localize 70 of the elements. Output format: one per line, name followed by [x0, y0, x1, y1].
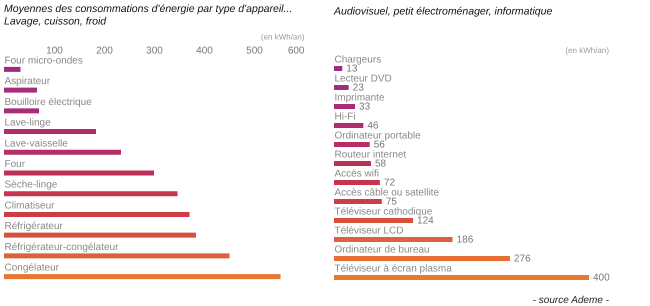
y-tick-label: Imprimante [334, 92, 385, 104]
y-tick-label: Chargeurs [334, 54, 382, 66]
y-tick-label: Téléviseur cathodique [334, 206, 433, 218]
y-tick-label: Réfrigérateur [4, 221, 64, 232]
bar [334, 161, 371, 166]
x-tick-label: 300 [146, 46, 164, 56]
y-tick-label: Routeur internet [334, 150, 406, 160]
chart-subtitle: Lavage, cuisson, froid [4, 16, 108, 28]
x-tick-label: 200 [96, 46, 114, 56]
y-tick-label: Accès câble ou satellite [334, 188, 440, 198]
bar [334, 104, 356, 109]
bar [334, 180, 380, 185]
data-label: 124 [417, 216, 434, 226]
y-tick-label: Lave-vaisselle [4, 138, 68, 150]
chart-title: Audiovisuel, petit électroménager, informatique [333, 6, 552, 18]
bar [4, 274, 280, 280]
annotation: (en kWh/an) [565, 46, 610, 55]
bar [334, 123, 364, 128]
y-tick-label: Lecteur DVD [334, 74, 392, 84]
bar [4, 191, 178, 196]
bar [4, 170, 154, 176]
x-tick-label: 100 [46, 46, 64, 56]
data-label: 276 [514, 254, 532, 264]
bar [4, 108, 39, 114]
bar [4, 129, 96, 134]
bar [4, 253, 230, 258]
text: - source Ademe - [532, 295, 610, 306]
data-label: 13 [346, 64, 358, 74]
bar [4, 88, 37, 93]
y-tick-label: Hi-Fi [334, 112, 356, 122]
bar [334, 199, 382, 204]
data-label: 400 [593, 272, 610, 284]
chart-title: Moyennes des consommations d'énergie par type d'appareil... [4, 3, 292, 15]
y-tick-label: Aspirateur [4, 76, 51, 88]
bar [4, 150, 121, 155]
data-label: 33 [359, 102, 371, 112]
bar [334, 275, 589, 280]
bar [4, 232, 196, 238]
bar [334, 256, 510, 261]
data-label: 58 [374, 158, 387, 170]
data-label: 46 [367, 120, 379, 132]
bar [334, 142, 370, 147]
y-tick-label: Sèche-linge [4, 180, 58, 191]
data-label: 23 [352, 82, 364, 94]
y-tick-label: Lave-linge [4, 118, 52, 129]
bar [334, 66, 342, 71]
y-tick-label: Ordinateur de bureau [334, 244, 430, 256]
y-tick-label: Ordinateur portable [334, 130, 422, 142]
y-tick-label: Téléviseur à écran plasma [334, 264, 452, 274]
y-tick-label: Climatiseur [4, 200, 56, 212]
data-label: 56 [374, 140, 386, 150]
x-tick-label: 400 [196, 46, 214, 56]
bar [4, 212, 190, 217]
x-axis-title: (en kWh/an) [260, 32, 305, 42]
bar [334, 218, 414, 223]
bar [4, 66, 20, 72]
y-tick-label: Téléviseur LCD [334, 226, 404, 236]
x-tick-label: 600 [288, 46, 305, 56]
y-tick-label: Bouilloire électrique [4, 96, 92, 108]
bar [334, 237, 453, 242]
y-tick-label: Four [4, 159, 26, 170]
y-tick-label: Congélateur [4, 262, 60, 274]
data-label: 186 [456, 234, 474, 246]
bar [334, 85, 349, 90]
x-tick-label: 500 [246, 46, 264, 56]
data-label: 72 [384, 178, 396, 188]
y-tick-label: Réfrigérateur-congélateur [4, 242, 120, 253]
y-tick-label: Four micro-ondes [4, 55, 83, 66]
data-label: 75 [386, 196, 398, 208]
y-tick-label: Accès wifi [334, 168, 379, 180]
